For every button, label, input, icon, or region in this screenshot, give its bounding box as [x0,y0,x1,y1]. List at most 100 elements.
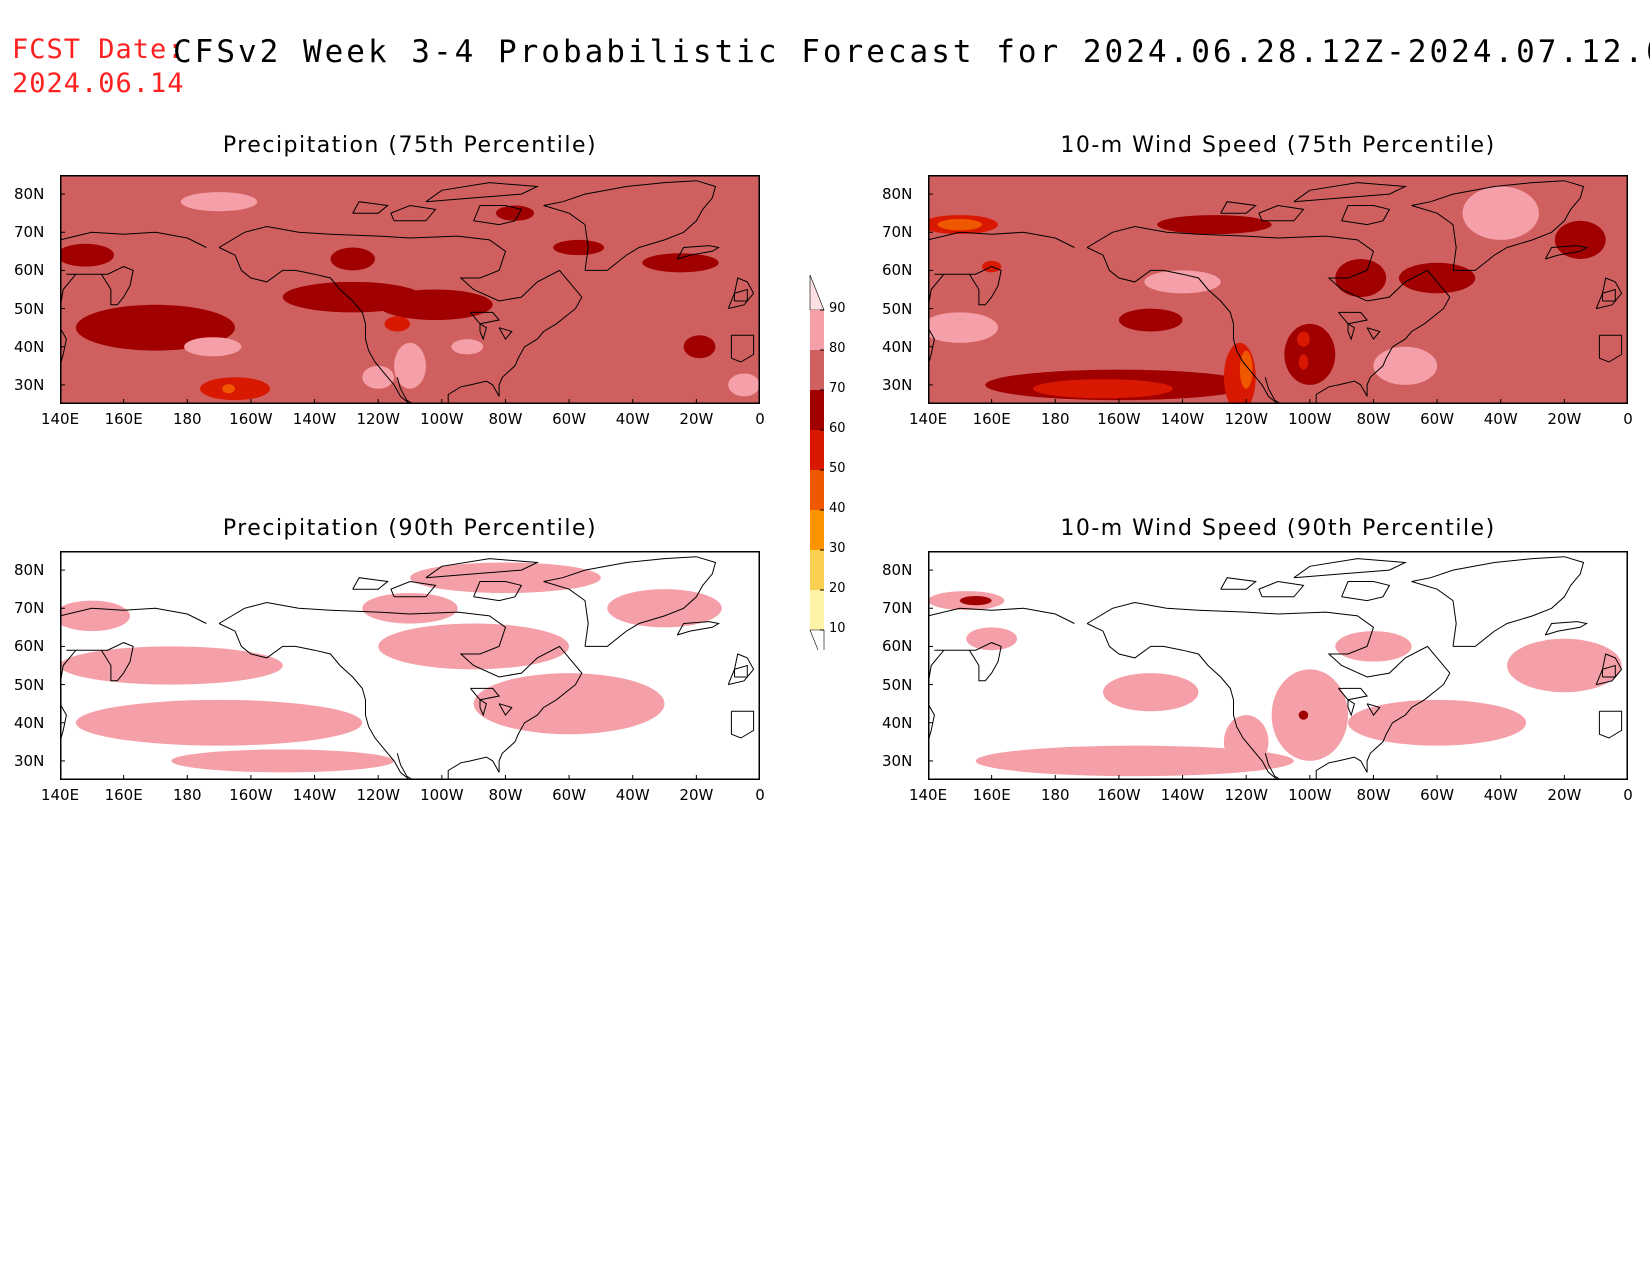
lon-tick-label: 20W [679,786,714,804]
lon-tick-label: 80W [488,786,523,804]
probability-region [1118,308,1183,332]
lat-tick-label: 70N [14,223,45,242]
lon-tick-label: 180 [1040,410,1070,428]
colorbar-segment [810,350,824,390]
coastline [676,621,720,636]
colorbar-tick-label: 60 [829,421,846,436]
coastline [218,225,583,397]
probability-region [928,312,998,343]
lon-tick-label: 100W [420,410,464,428]
coastline [1086,225,1451,397]
probability-region [553,239,605,256]
probability-region [330,247,375,271]
coastline [470,311,501,325]
map-plot [928,551,1628,780]
coastline [60,607,207,624]
lon-tick-label: 60W [552,786,587,804]
lon-tick-label: 120W [1224,410,1268,428]
probability-region [362,592,458,624]
coastline [730,334,755,363]
coastline [425,558,540,579]
lon-tick-label: 80W [1356,786,1391,804]
lat-tick-label: 50N [882,675,913,694]
lon-tick-label: 180 [172,410,202,428]
lon-tick-label: 20W [1547,786,1582,804]
colorbar-tick-label: 10 [829,621,846,636]
lon-tick-label: 40W [615,786,650,804]
probability-region [60,600,130,632]
probability-region [937,218,983,231]
coastline [218,601,583,773]
coastline [734,664,748,678]
coastline [1338,311,1369,325]
probability-region [1144,270,1221,294]
probability-region [1348,699,1527,746]
lon-tick-label: 160E [972,410,1011,428]
lon-tick-label: 80W [1356,410,1391,428]
probability-region [1298,354,1309,370]
colorbar-segment [810,390,824,430]
lon-tick-label: 140E [908,786,948,804]
lon-tick-label: 160W [1097,786,1141,804]
coastline [1341,205,1391,226]
coastline [1411,556,1585,647]
map-panel-precip90 [60,551,760,780]
lon-tick-label: 100W [1288,410,1332,428]
probability-region [75,699,363,746]
coastline [730,710,755,739]
coastline [543,556,717,647]
coastline [1598,334,1623,363]
probability-region [1239,350,1253,389]
probability-region [222,384,236,394]
coastline [390,204,437,222]
probability-region [642,253,719,273]
lon-tick-label: 140E [40,410,80,428]
probability-region [1271,669,1348,761]
colorbar-tick-label: 90 [829,301,846,316]
lat-tick-label: 50N [14,675,45,694]
coastline [498,327,513,340]
probability-region [1373,346,1438,385]
coastline [1544,621,1588,636]
probability-region [1297,331,1310,347]
colorbar-tick-label: 50 [829,461,846,476]
lon-tick-label: 160E [972,786,1011,804]
probability-region [378,289,493,321]
coastline [1086,601,1451,773]
lat-tick-label: 60N [882,637,913,656]
lon-tick-label: 0 [755,786,765,804]
coastline [352,201,389,214]
coastline [1315,380,1368,404]
probability-region [966,627,1018,651]
lon-tick-label: 140E [40,786,80,804]
probability-region [75,304,235,351]
lon-tick-label: 180 [172,786,202,804]
colorbar-tick-label: 80 [829,341,846,356]
probability-region [60,646,283,685]
coastline [60,266,134,309]
coastline [473,205,523,226]
colorbar-segment [810,550,824,590]
lon-tick-label: 0 [1623,410,1633,428]
coastline [60,327,67,367]
lat-tick-label: 40N [14,713,45,732]
lat-tick-label: 40N [882,337,913,356]
coastline [1341,581,1391,602]
lon-tick-label: 160E [104,786,143,804]
coastline [425,182,540,203]
coastline [479,699,487,717]
lon-tick-label: 20W [679,410,714,428]
lon-tick-label: 120W [1224,786,1268,804]
map-frame [60,551,760,780]
map-plot [928,175,1628,404]
probability-region [1554,220,1606,259]
probability-region [975,745,1294,777]
coastline [1602,288,1616,302]
coastline [1544,245,1588,260]
lon-tick-label: 60W [552,410,587,428]
coastline [60,642,134,685]
coastline [1347,699,1355,717]
lat-tick-label: 30N [882,751,913,770]
coastline [1366,703,1381,716]
probability-region [1298,710,1309,720]
